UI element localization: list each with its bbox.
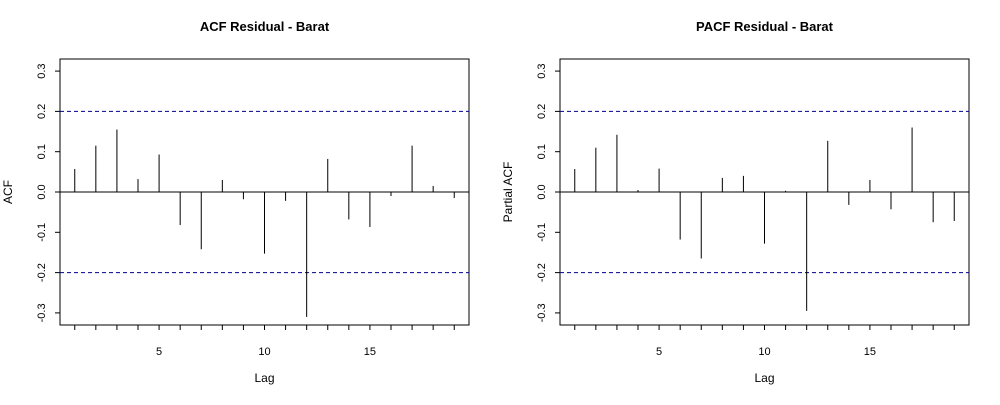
y-tick-label: 0.1 bbox=[536, 144, 548, 159]
y-axis-label: ACF bbox=[1, 180, 15, 204]
y-tick-label: 0.3 bbox=[536, 63, 548, 78]
chart-panel-1: ACF Residual - Barat 5 10 15 -0.3 -0.2 -0.1 0.0… bbox=[1, 19, 470, 385]
y-tick-label: -0.3 bbox=[36, 303, 48, 322]
y-axis-label: Partial ACF bbox=[501, 162, 515, 223]
y-tick-label: 0.1 bbox=[36, 144, 48, 159]
x-axis-label: Lag bbox=[254, 371, 274, 385]
y-tick-label: -0.1 bbox=[536, 223, 548, 242]
x-tick-label: 10 bbox=[758, 346, 770, 358]
x-tick-label: 5 bbox=[656, 346, 662, 358]
chart-title: PACF Residual - Barat bbox=[696, 19, 834, 34]
y-tick-label: 0.0 bbox=[36, 184, 48, 199]
y-tick-label: -0.2 bbox=[36, 263, 48, 282]
y-tick-label: 0.0 bbox=[536, 184, 548, 199]
x-tick-label: 15 bbox=[864, 346, 876, 358]
chart-panel-2: PACF Residual - Barat 5 10 15 -0.3 -0.2 -0.1 0.… bbox=[501, 19, 970, 385]
y-tick-label: -0.1 bbox=[36, 223, 48, 242]
chart-title: ACF Residual - Barat bbox=[200, 19, 330, 34]
x-tick-label: 15 bbox=[364, 346, 376, 358]
y-tick-label: 0.2 bbox=[536, 104, 548, 119]
y-tick-label: -0.2 bbox=[536, 263, 548, 282]
y-tick-label: -0.3 bbox=[536, 303, 548, 322]
x-tick-label: 5 bbox=[156, 346, 162, 358]
x-tick-label: 10 bbox=[258, 346, 270, 358]
y-tick-label: 0.2 bbox=[36, 104, 48, 119]
x-axis-label: Lag bbox=[754, 371, 774, 385]
y-tick-label: 0.3 bbox=[36, 63, 48, 78]
